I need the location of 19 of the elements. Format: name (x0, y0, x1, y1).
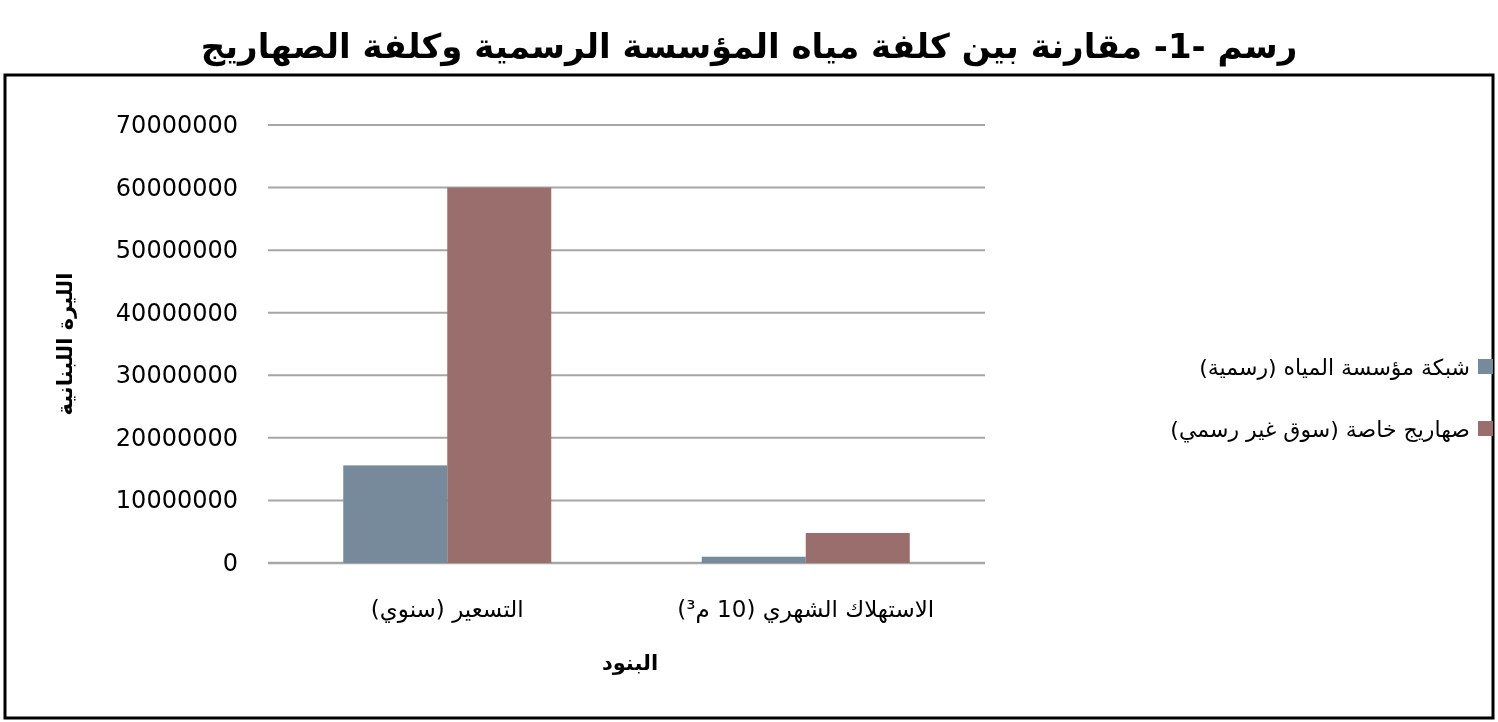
bar (701, 556, 806, 563)
x-tick-label: التسعير (سنوي) (370, 596, 524, 623)
y-tick-label: 40000000 (115, 298, 238, 327)
bar (447, 187, 552, 563)
y-axis-title: الليرة اللبنانية (53, 272, 77, 416)
x-tick-label: الاستهلاك الشهري (10 م³) (677, 596, 935, 623)
y-tick-label: 10000000 (115, 486, 238, 515)
y-tick-label: 60000000 (115, 173, 238, 202)
x-axis-title: البنود (601, 651, 659, 675)
bar (805, 532, 910, 563)
y-tick-label: 70000000 (115, 111, 238, 139)
legend-label: صهاريج خاصة (سوق غير رسمي) (1170, 417, 1470, 443)
y-tick-label: 20000000 (115, 423, 238, 452)
legend-label: شبكة مؤسسة المياه (رسمية) (1199, 355, 1470, 380)
y-tick-label: 0 (222, 549, 238, 577)
chart-title: رسم -1- مقارنة بين كلفة مياه المؤسسة الرسمية وكلفة الصهاريج (200, 26, 1298, 67)
bar (343, 465, 448, 563)
y-tick-label: 30000000 (115, 361, 238, 390)
y-tick-label: 50000000 (115, 236, 238, 265)
